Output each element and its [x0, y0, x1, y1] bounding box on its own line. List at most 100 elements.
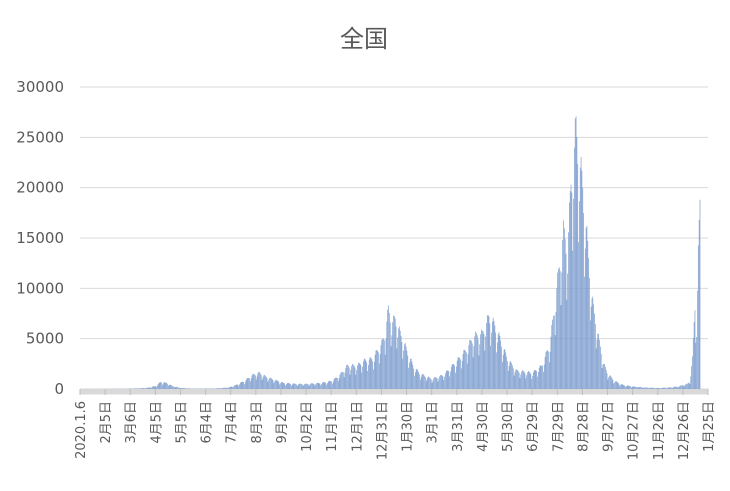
bar [261, 379, 263, 389]
bar [144, 388, 146, 389]
bar [438, 378, 440, 389]
x-tick-label: 4月30日 [476, 401, 491, 452]
bar [552, 319, 553, 389]
bar [264, 374, 265, 389]
x-tick-label: 11月1日 [325, 401, 340, 452]
bar [224, 387, 226, 389]
bar [236, 384, 238, 389]
bar [335, 377, 337, 389]
bar [625, 386, 626, 389]
bar [468, 345, 470, 389]
y-tick-label: 5000 [26, 330, 64, 348]
bar [529, 372, 531, 389]
bar [461, 360, 463, 389]
bar [250, 378, 252, 389]
bar [162, 383, 164, 389]
bar [641, 387, 643, 389]
bar [296, 384, 297, 389]
bar [533, 370, 535, 389]
bar [676, 386, 677, 389]
bar [350, 370, 352, 389]
bar [623, 385, 625, 389]
bar [184, 388, 186, 389]
bar [275, 379, 277, 389]
bar [134, 388, 136, 389]
bar [688, 382, 690, 389]
bar [576, 136, 578, 389]
bar [649, 387, 651, 389]
x-tick-label: 2月5日 [99, 401, 114, 444]
bar [439, 376, 440, 389]
bar [694, 310, 696, 389]
bar [417, 370, 419, 389]
bar [408, 367, 409, 389]
bar [149, 387, 151, 389]
bar [167, 383, 168, 389]
bar [683, 386, 685, 389]
bar [297, 384, 299, 389]
bar [230, 386, 232, 389]
bar [390, 346, 392, 389]
bar [159, 382, 161, 389]
bar [392, 322, 394, 389]
bar [404, 343, 406, 389]
bar [233, 386, 234, 389]
bar [135, 388, 136, 389]
bar [420, 376, 422, 389]
bar [492, 317, 494, 389]
bar [490, 345, 492, 389]
bar [218, 388, 220, 389]
bar [321, 384, 322, 389]
bar [411, 361, 413, 389]
bar [140, 388, 141, 389]
bar [593, 304, 594, 389]
bar [538, 367, 540, 389]
x-tick-label: 9月2日 [275, 401, 290, 444]
x-tick-label: 10月2日 [300, 401, 315, 452]
bar [260, 373, 261, 389]
bar [655, 388, 656, 389]
bar [229, 387, 230, 389]
bar [339, 374, 341, 389]
bar [582, 187, 584, 389]
bar [507, 370, 509, 389]
bar [394, 318, 396, 389]
bar [558, 267, 560, 389]
bar [656, 387, 657, 389]
bar [419, 379, 421, 389]
bar [395, 326, 397, 389]
bar [635, 386, 636, 389]
bar [532, 375, 533, 389]
bar [689, 384, 691, 389]
bar [600, 353, 602, 389]
bar [481, 330, 483, 389]
bar [298, 383, 300, 389]
bar [245, 379, 247, 389]
bar [586, 225, 588, 389]
bar [572, 250, 574, 389]
bar [665, 387, 667, 389]
bar [589, 320, 591, 389]
bar [255, 379, 257, 389]
bar [356, 370, 358, 389]
bar [518, 372, 520, 389]
bar [333, 379, 335, 389]
bar [430, 378, 431, 389]
bar [381, 340, 383, 389]
bar [424, 377, 426, 389]
y-tick-label: 0 [54, 380, 64, 398]
bar [463, 349, 465, 389]
bar [483, 334, 485, 389]
bar [615, 381, 616, 389]
bar [635, 386, 637, 389]
bar [296, 385, 298, 389]
bar [177, 387, 178, 389]
bar [630, 386, 631, 389]
bar [629, 385, 631, 389]
bar [659, 388, 661, 389]
bar [564, 239, 566, 389]
bar [456, 360, 458, 389]
bar [326, 384, 327, 389]
bar [186, 388, 188, 389]
